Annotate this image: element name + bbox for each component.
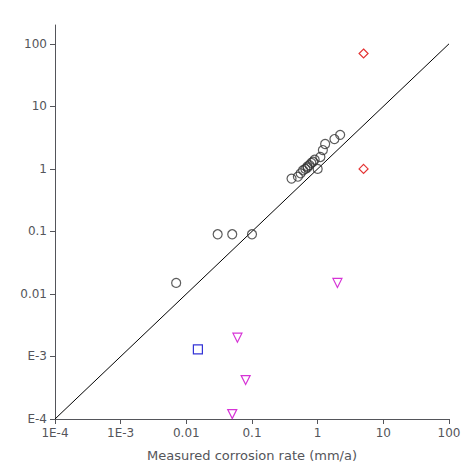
svg-text:1E-4: 1E-4	[41, 426, 68, 440]
svg-text:0.01: 0.01	[20, 287, 47, 301]
svg-text:E-4: E-4	[27, 412, 47, 426]
svg-text:1: 1	[314, 426, 322, 440]
svg-text:100: 100	[438, 426, 461, 440]
svg-text:0.1: 0.1	[242, 426, 261, 440]
svg-text:1: 1	[39, 162, 47, 176]
svg-text:10: 10	[376, 426, 391, 440]
svg-text:Measured corrosion rate (mm/a): Measured corrosion rate (mm/a)	[147, 448, 357, 463]
svg-text:0.01: 0.01	[173, 426, 200, 440]
svg-text:100: 100	[24, 37, 47, 51]
svg-text:E-3: E-3	[27, 349, 47, 363]
svg-text:10: 10	[32, 99, 47, 113]
svg-text:0.1: 0.1	[28, 224, 47, 238]
svg-text:1E-3: 1E-3	[107, 426, 134, 440]
